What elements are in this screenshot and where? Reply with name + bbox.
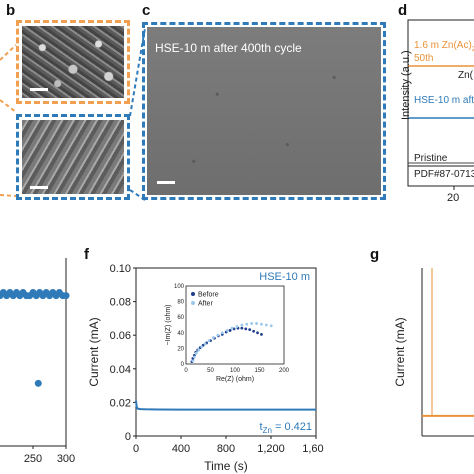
x-tick-label: 1,600 [302,443,324,455]
inset-data-point-before [252,329,256,333]
inset-data-point-after [220,331,224,335]
current-series-line [135,400,316,411]
sem-image-zn-acetate [22,26,124,98]
inset-data-point-after [250,322,254,325]
x-tick-label: 300 [57,453,75,465]
x-axis-label: Time (s) [204,459,248,473]
inset-legend-marker-before [191,292,195,296]
inset-y-axis-label: −Im(Z) (ohm) [165,304,172,345]
inset-data-point-before [244,327,248,331]
scale-bar [30,88,48,91]
inset-data-point-after [235,325,239,328]
panel-label-b: b [6,2,16,19]
data-point [62,292,70,300]
scale-bar [157,181,175,184]
inset-data-point-after [207,339,211,342]
inset-x-tick-label: 100 [230,368,241,374]
inset-y-tick-label: 60 [177,315,184,321]
panel-label-d: d [398,2,408,19]
inset-data-point-before [260,332,263,336]
inset-data-point-after [194,351,198,355]
x-tick-label: 250 [24,453,42,465]
xrd-zn-label: Zn( [458,70,473,81]
data-point [34,379,42,387]
sem-image-c: HSE-10 m after 400th cycle [147,27,381,195]
x-tick-label: 800 [217,443,235,455]
chart-f: 00.020.040.060.080.1004008001,2001,600Ti… [87,263,324,473]
chart-e: 250 300 [0,258,75,465]
y-tick-label: 0.06 [110,330,131,342]
inset-y-tick-label: 0 [181,362,185,368]
inset-data-point-before [240,326,244,330]
inset-data-point-after [203,342,207,346]
inset-data-point-after [212,336,215,339]
xrd-x-tick: 20 [447,192,460,204]
inset-data-point-after [192,355,196,359]
inset-data-point-after [260,322,263,326]
sem-image-hse [22,120,124,194]
sem-frame-orange [16,20,130,104]
inset-legend-label-after: After [198,301,213,308]
scale-bar [30,186,48,189]
y-axis-label: Current (mA) [393,317,407,386]
sem-caption: HSE-10 m after 400th cycle [155,41,302,55]
inset-data-point-after [245,322,249,326]
y-tick-label: 0.04 [110,364,131,376]
xrd-trace-orange-label: 1.6 m Zn(Ac)2 [414,40,474,53]
sem-frame-blue [16,114,130,200]
xrd-trace-blue-label: HSE-10 m aft [414,95,474,106]
x-tick-label: 1,200 [257,443,285,455]
inset-y-tick-label: 20 [177,346,184,352]
inset-y-tick-label: 80 [177,300,184,306]
inset-legend-marker-after [191,301,195,305]
inset-data-point-after [240,323,244,327]
xrd-pristine-label: Pristine [414,153,448,164]
inset-data-point-after [264,323,268,327]
inset-x-tick-label: 0 [184,368,188,374]
sem-frame-c [142,22,386,200]
panel-label-f: f [84,246,89,263]
y-axis-label: Current (mA) [87,317,101,386]
y-tick-label: 0.10 [110,263,131,275]
inset-data-point-after [230,326,234,330]
inset-y-tick-label: 40 [177,331,184,337]
inset-x-tick-label: 150 [254,368,265,374]
xrd-pdf-label: PDF#87-0713 [414,169,474,180]
x-tick-label: 400 [172,443,190,455]
inset-x-tick-label: 200 [279,368,290,374]
inset-data-point-after [255,322,258,325]
inset-data-point-after [225,329,229,332]
inset-data-point-after [216,333,220,337]
inset-y-tick-label: 100 [174,284,185,290]
panel-label-c: c [142,2,151,19]
y-tick-label: 0.02 [110,397,131,409]
inset-data-point-after [269,324,273,328]
tzn-annotation: tZn = 0.421 [260,421,312,435]
inset-data-point-before [248,328,252,332]
inset-data-point-after [191,359,195,363]
inset-data-point-before [256,331,259,335]
y-tick-label: 0 [125,431,131,443]
panel-label-g: g [370,246,380,263]
xrd-chart [407,19,474,190]
inset-legend-label-before: Before [198,292,219,299]
xrd-ylabel: Intensity (a.u.) [400,50,412,120]
chart-g: Current (mA) [393,268,474,437]
x-tick-label: 0 [133,443,139,455]
inset-data-point-before [228,329,232,332]
inset-x-axis-label: Re(Z) (ohm) [216,376,254,383]
y-tick-label: 0.08 [110,297,131,309]
inset-data-point-after [200,345,204,349]
xrd-cycle-label: 50th [414,53,434,64]
inset-data-point-after [197,348,201,352]
inset-x-tick-label: 50 [207,368,214,374]
